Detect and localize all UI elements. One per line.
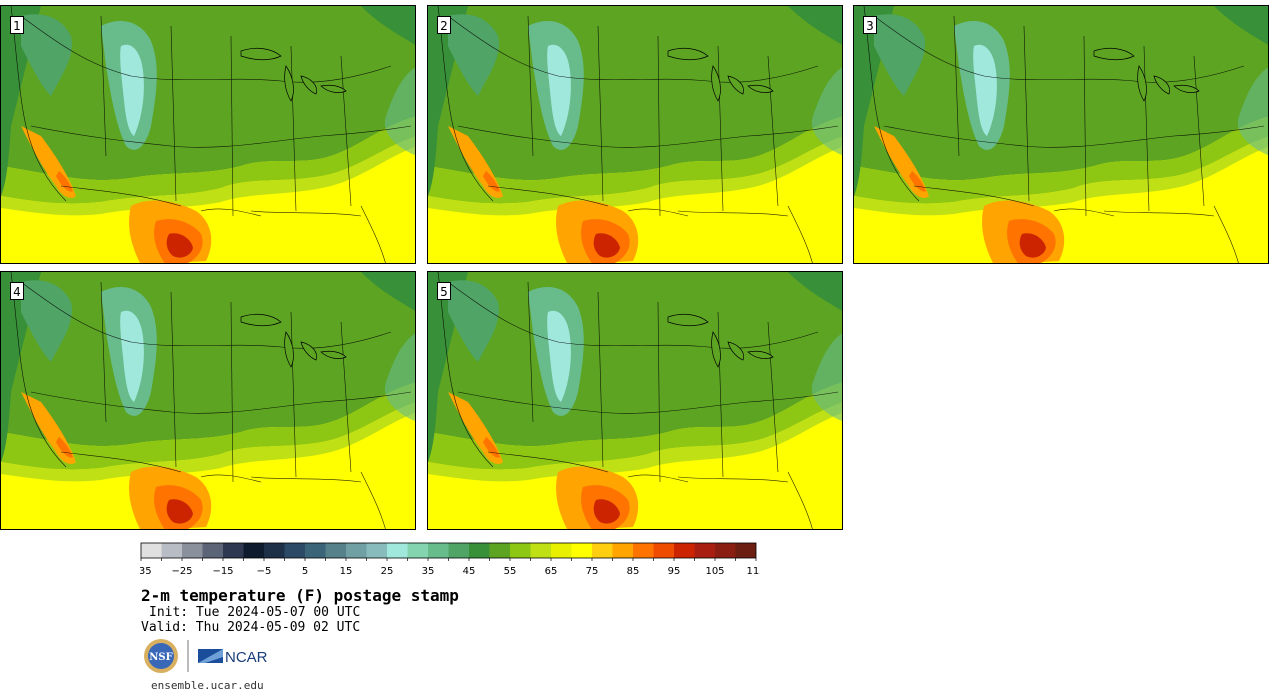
colorbar-segment	[387, 543, 408, 558]
panel-number: 3	[863, 16, 877, 34]
colorbar-tick-label: 75	[586, 566, 599, 577]
temperature-map	[854, 6, 1268, 263]
panel-number: 4	[10, 282, 24, 300]
colorbar-segment	[674, 543, 695, 558]
ncar-logo: NCAR	[198, 649, 268, 666]
colorbar-segment	[428, 543, 449, 558]
colorbar-segment	[346, 543, 367, 558]
nsf-ncar-logo: NSF NCAR	[144, 639, 268, 673]
colorbar-tick-label: 55	[504, 566, 517, 577]
colorbar-tick-label: 25	[381, 566, 394, 577]
colorbar-segment	[571, 543, 592, 558]
colorbar-segment	[489, 543, 510, 558]
map-panel-1: 1	[0, 5, 416, 264]
colorbar-segment	[284, 543, 305, 558]
colorbar-tick-label: 35	[422, 566, 435, 577]
colorbar-segment	[612, 543, 633, 558]
site-url: ensemble.ucar.edu	[151, 679, 264, 692]
colorbar-segment	[715, 543, 736, 558]
ncar-text: NCAR	[225, 649, 268, 666]
colorbar-segment	[448, 543, 469, 558]
colorbar-tick-label: 5	[302, 566, 308, 577]
colorbar-segment	[223, 543, 244, 558]
colorbar-segment	[592, 543, 613, 558]
nsf-logo: NSF	[144, 639, 178, 673]
colorbar-segment	[366, 543, 387, 558]
temperature-map	[428, 272, 842, 529]
colorbar-segment	[141, 543, 162, 558]
colorbar-segment	[264, 543, 285, 558]
colorbar-segment	[530, 543, 551, 558]
temperature-map	[1, 272, 415, 529]
temperature-map	[428, 6, 842, 263]
colorbar-tick-label: −15	[212, 566, 233, 577]
colorbar-segment	[202, 543, 223, 558]
colorbar-tick-label: 65	[545, 566, 558, 577]
valid-time: Valid: Thu 2024-05-09 02 UTC	[141, 620, 361, 635]
colorbar-segment	[551, 543, 572, 558]
panel-number: 5	[437, 282, 451, 300]
colorbar-segment	[325, 543, 346, 558]
colorbar-tick-label: 45	[463, 566, 476, 577]
map-panel-4: 4	[0, 271, 416, 530]
colorbar-segment	[510, 543, 531, 558]
colorbar-segment	[407, 543, 428, 558]
colorbar-tick-label: −35	[140, 566, 152, 577]
colorbar-segment	[243, 543, 264, 558]
init-time: Init: Tue 2024-05-07 00 UTC	[149, 605, 361, 620]
logos: NSF NCAR	[143, 637, 283, 675]
colorbar-segment	[694, 543, 715, 558]
colorbar-tick-label: 105	[705, 566, 724, 577]
temperature-map	[1, 6, 415, 263]
colorbar-tick-label: −25	[171, 566, 192, 577]
colorbar: −35 −25 −15 −5 5 15 25 35 45 55 65 75 85 95 105 115	[140, 542, 760, 577]
colorbar-segment	[633, 543, 654, 558]
colorbar-tick-label: 85	[627, 566, 640, 577]
colorbar-tick-label: 15	[340, 566, 353, 577]
colorbar-segment	[161, 543, 182, 558]
colorbar-segment	[182, 543, 203, 558]
colorbar-segment	[305, 543, 326, 558]
chart-title: 2-m temperature (F) postage stamp	[141, 586, 459, 605]
colorbar-tick-label: −5	[257, 566, 272, 577]
map-panel-5: 5	[427, 271, 843, 530]
colorbar-segment	[653, 543, 674, 558]
colorbar-tick-label: 95	[668, 566, 681, 577]
panel-number: 2	[437, 16, 451, 34]
map-panel-3: 3	[853, 5, 1269, 264]
colorbar-segment	[735, 543, 756, 558]
panel-number: 1	[10, 16, 24, 34]
colorbar-tick-label: 115	[746, 566, 760, 577]
map-panel-2: 2	[427, 5, 843, 264]
colorbar-segment	[469, 543, 490, 558]
nsf-text: NSF	[149, 652, 172, 663]
